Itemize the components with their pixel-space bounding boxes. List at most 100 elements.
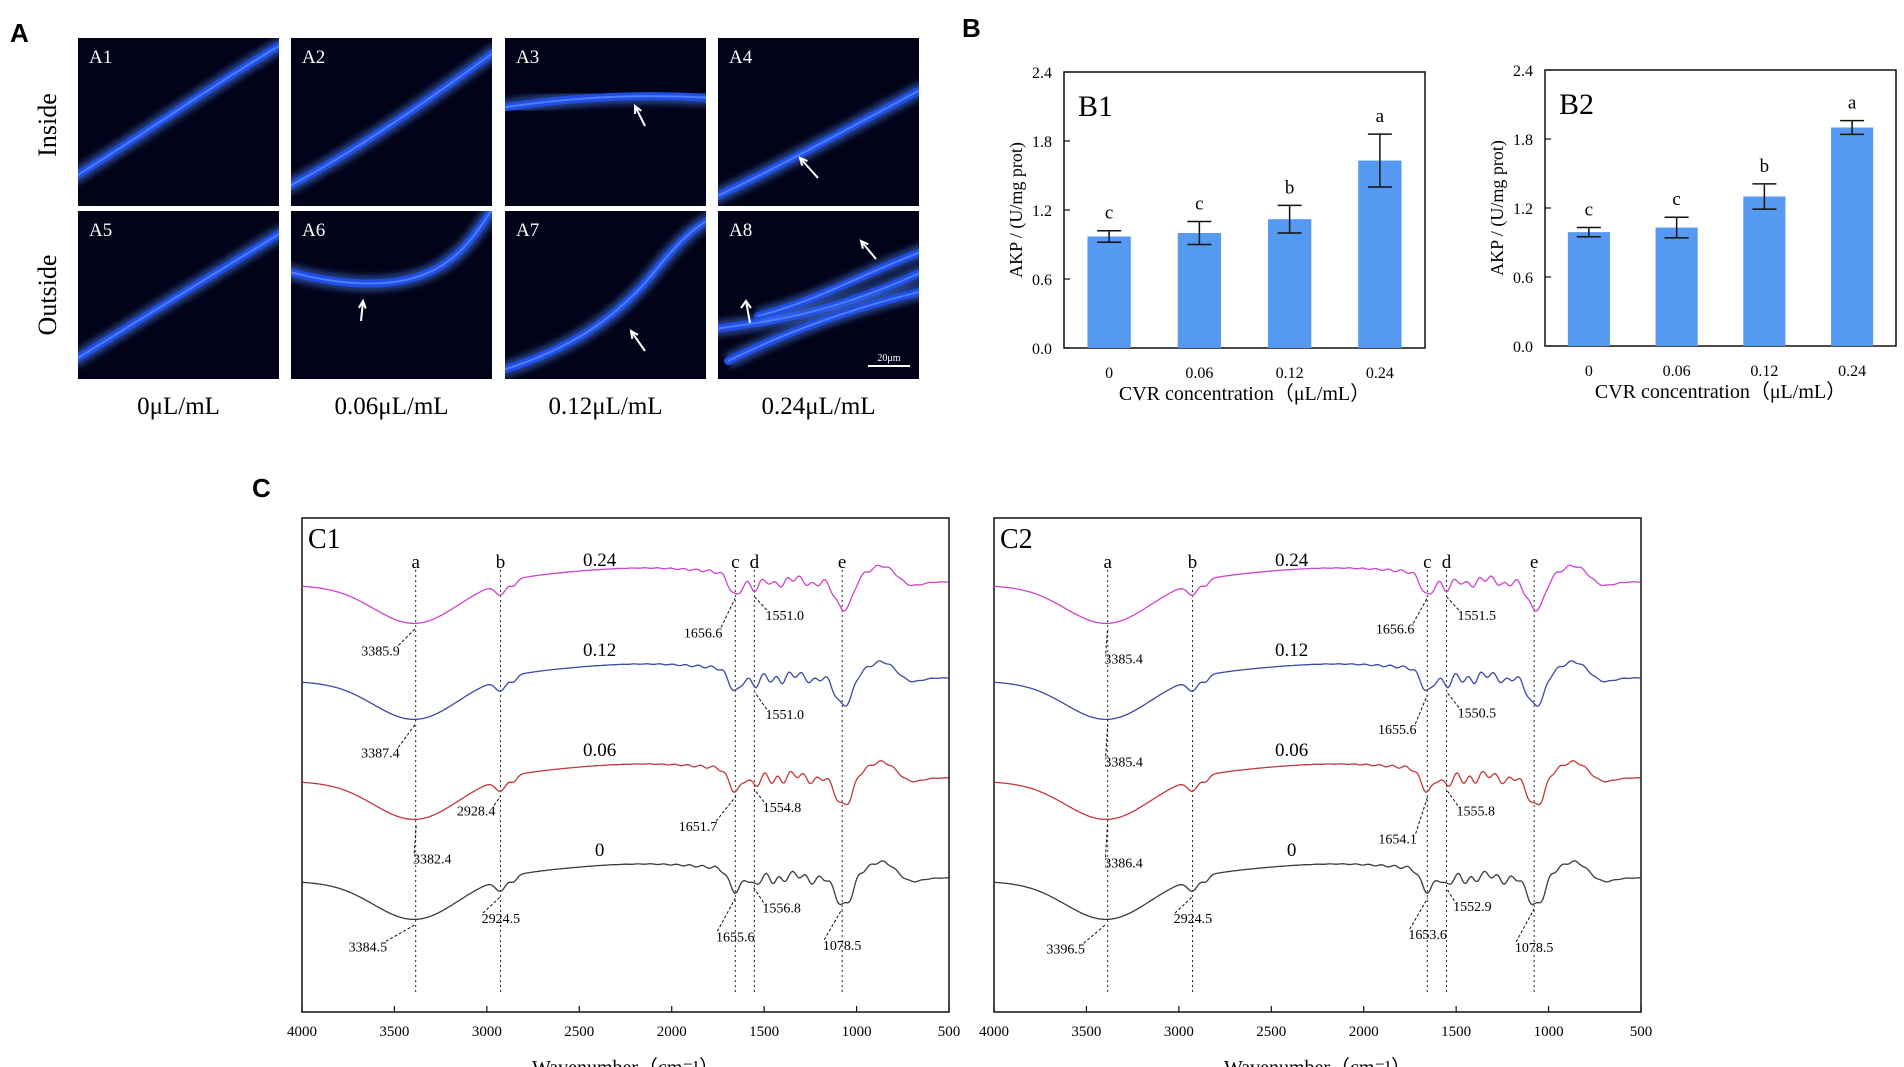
tile-label: A8: [729, 220, 752, 241]
x-tick-label: 4000: [287, 1024, 317, 1040]
x-tick-label: 0.24: [1838, 363, 1866, 380]
scale-bar-label: 20μm: [877, 353, 900, 364]
bar: [1743, 196, 1786, 346]
x-tick-label: 500: [938, 1024, 961, 1040]
peak-label: 1551.5: [1457, 609, 1496, 624]
peak-label: 3385.4: [1104, 652, 1143, 667]
band-label: b: [1188, 552, 1198, 573]
micrograph-background: [291, 211, 492, 379]
peak-pointer: [754, 691, 768, 710]
hypha-core: [718, 272, 919, 330]
peak-pointer: [716, 898, 736, 932]
significance-letter: c: [1585, 200, 1593, 221]
peak-label: 1655.6: [1378, 723, 1417, 738]
peak-pointer: [720, 598, 736, 628]
x-tick-label: 3500: [1071, 1024, 1101, 1040]
tile-label: A5: [89, 220, 112, 241]
peak-pointer: [1409, 897, 1429, 930]
micrograph-tile: A3: [505, 38, 706, 206]
peak-pointer: [753, 887, 765, 903]
peak-pointer: [1414, 694, 1428, 725]
x-tick-label: 2500: [564, 1024, 594, 1040]
peak-label: 1078.5: [823, 939, 862, 954]
y-tick-label: 0.6: [1032, 272, 1052, 289]
micrograph-background: [505, 38, 706, 206]
hypha-core: [727, 291, 919, 362]
hypha-core: [757, 251, 919, 317]
peak-pointer: [1174, 895, 1194, 914]
x-axis-label: Wavenumber（cm⁻¹）: [532, 1056, 719, 1067]
bar: [1177, 233, 1222, 348]
peak-pointer: [1105, 824, 1109, 858]
y-tick-label: 1.2: [1032, 203, 1052, 220]
hypha-core: [505, 220, 706, 371]
significance-letter: c: [1195, 194, 1203, 215]
peak-label: 1555.8: [1457, 805, 1496, 820]
x-tick-label: 1500: [749, 1024, 779, 1040]
chart-title: B1: [1078, 90, 1113, 123]
bar: [1655, 227, 1698, 346]
ir-spectrum-c2: 4000 3500 3000 2500 2000 1500 1000 500 Wavenumbe…: [979, 517, 1653, 1067]
peak-label: 1655.6: [716, 930, 755, 945]
x-axis-label: CVR concentration（μL/mL）: [1595, 380, 1846, 403]
peak-label: 1554.8: [763, 801, 802, 816]
spectrum-line: [993, 564, 1641, 625]
concentration-label: 0.12μL/mL: [548, 393, 662, 420]
ir-spectrum-c1: 4000 3500 3000 2500 2000 1500 1000 500 Wavenumbe…: [287, 517, 961, 1067]
series-label: 0: [1287, 840, 1297, 861]
x-axis-label: CVR concentration（μL/mL）: [1119, 382, 1370, 405]
peak-pointer: [397, 724, 416, 748]
band-label: e: [838, 552, 846, 573]
chart-title: C2: [1000, 524, 1033, 555]
x-tick-label: 3000: [472, 1024, 502, 1040]
series-label: 0: [595, 840, 605, 861]
arrow-icon: [799, 157, 819, 179]
arrow-head-icon: [859, 239, 869, 250]
peak-label: 3384.5: [349, 940, 388, 955]
peak-label: 3396.5: [1046, 942, 1085, 957]
micrograph-tile: A5: [78, 211, 279, 379]
series-label: 0.24: [583, 550, 617, 571]
spectrum-line: [993, 860, 1641, 921]
y-axis-label: AKP / (U/mg prot): [1006, 142, 1027, 278]
micrograph-tile: A1: [78, 38, 279, 206]
concentration-label: 0.06μL/mL: [334, 393, 448, 420]
arrow-head-icon: [629, 329, 639, 340]
peak-pointer: [754, 596, 768, 611]
peak-label: 1654.1: [1378, 833, 1417, 848]
peak-pointer: [823, 908, 843, 941]
peak-label: 2924.5: [482, 912, 521, 927]
y-tick-label: 0.0: [1513, 339, 1533, 356]
x-tick-label: 500: [1630, 1024, 1653, 1040]
peak-label: 1550.5: [1458, 706, 1497, 721]
peak-label: 3385.9: [361, 644, 400, 659]
peak-label: 1551.0: [765, 609, 804, 624]
hypha-core: [78, 232, 279, 360]
peak-pointer: [493, 796, 501, 806]
y-tick-label: 1.2: [1513, 201, 1533, 218]
x-tick-label: 3500: [379, 1024, 409, 1040]
peak-label: 1653.6: [1408, 928, 1447, 943]
arrow-head-icon: [740, 299, 752, 309]
series-label: 0.06: [583, 740, 616, 761]
bar: [1831, 127, 1874, 346]
arrow-icon: [745, 300, 751, 324]
bar: [1567, 232, 1610, 346]
y-tick-label: 0.6: [1513, 270, 1533, 287]
y-axis-label: AKP / (U/mg prot): [1487, 140, 1508, 276]
peak-pointer: [1445, 788, 1459, 806]
hypha-core: [291, 52, 492, 187]
peak-pointer: [715, 795, 737, 822]
peak-label: 1552.9: [1453, 900, 1492, 915]
peak-pointer: [1083, 924, 1106, 944]
peak-pointer: [1415, 796, 1429, 834]
significance-letter: b: [1760, 156, 1770, 177]
chart-title: C1: [308, 524, 341, 555]
peak-pointer: [1445, 887, 1455, 902]
hypha-core: [505, 95, 706, 109]
bar: [1267, 219, 1312, 348]
peak-label: 2924.5: [1174, 912, 1213, 927]
micrograph-tile: A6: [291, 211, 492, 379]
peak-label: 1556.8: [762, 902, 801, 917]
